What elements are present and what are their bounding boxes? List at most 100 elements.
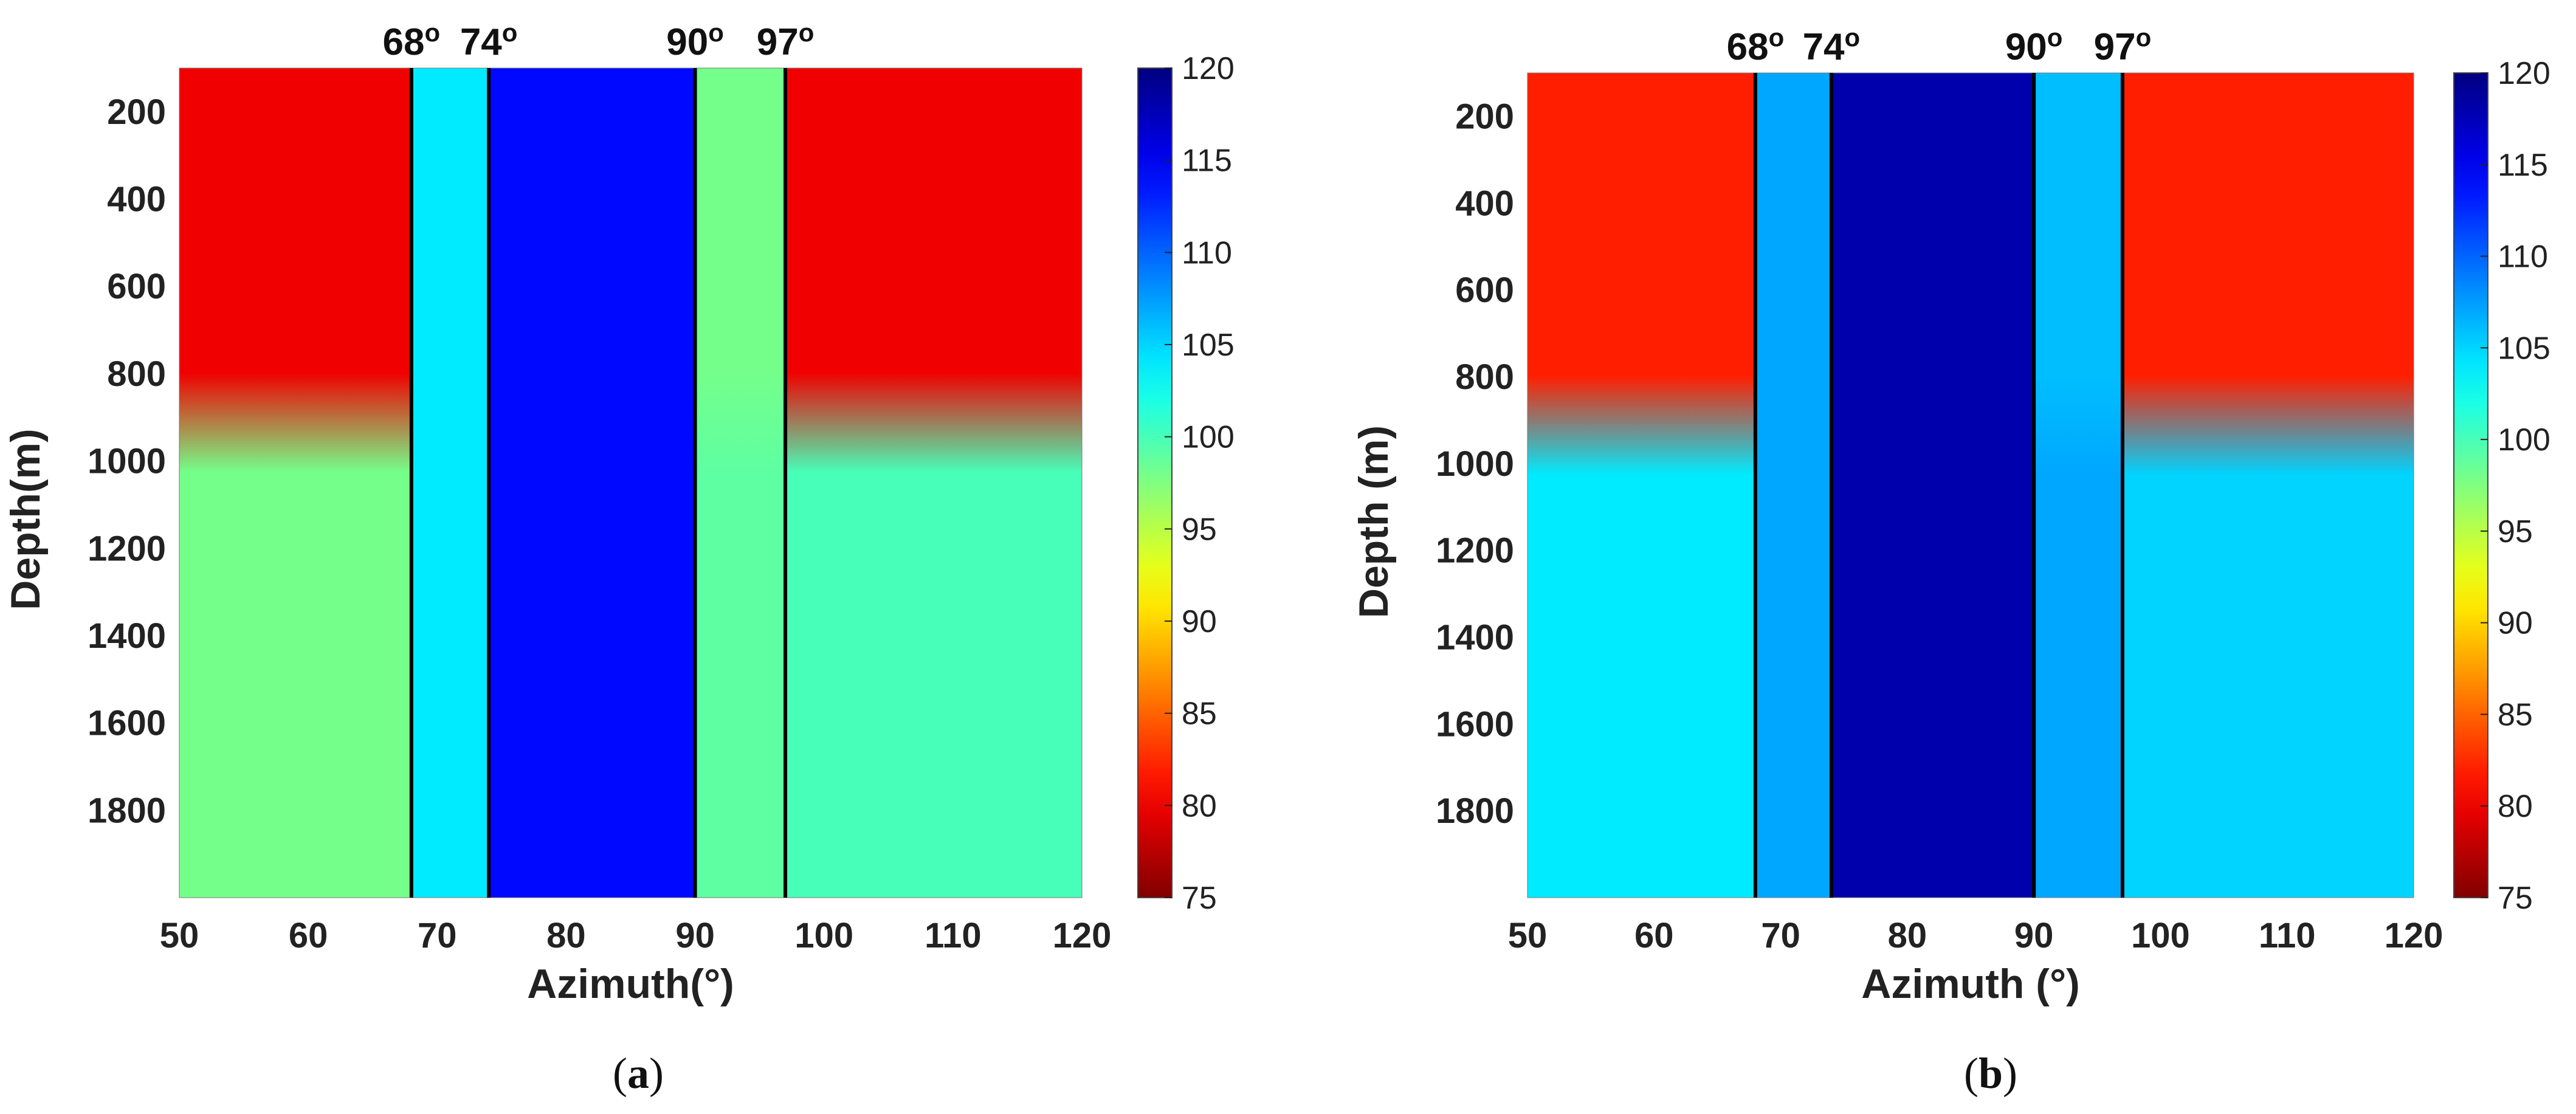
caption-open: ( [613, 1049, 627, 1098]
x-axis-label: Azimuth (°) [1861, 961, 2080, 1007]
boundary-label: 68o [1727, 23, 1785, 68]
x-tick-label: 50 [1508, 916, 1548, 955]
boundary-degree: o [799, 18, 814, 47]
x-tick-label: 120 [1053, 916, 1112, 955]
heatmap-region [785, 68, 1082, 898]
boundary-label: 74o [460, 18, 518, 63]
colorbar-tick-label: 120 [2498, 56, 2550, 91]
boundary-degree: o [2047, 23, 2063, 52]
y-tick-label: 1400 [1436, 617, 1514, 657]
colorbar-tick-label: 85 [1182, 696, 1217, 732]
boundary-label: 97o [757, 18, 814, 63]
colorbar-tick-label: 75 [2498, 881, 2533, 916]
y-tick-label: 800 [107, 354, 166, 394]
y-tick-label: 1600 [1436, 704, 1514, 744]
boundary-degree: o [1845, 23, 1861, 52]
y-tick-label: 1800 [88, 791, 166, 830]
x-tick-label: 100 [2131, 916, 2190, 955]
panel-caption: (a) [613, 1049, 664, 1098]
boundary-label: 68o [383, 18, 441, 63]
boundary-degree: o [425, 18, 441, 47]
heatmap-region [411, 68, 489, 898]
boundary-degree: o [1769, 23, 1785, 52]
heatmap-region [1527, 73, 1755, 898]
y-tick-label: 200 [1455, 97, 1514, 136]
boundary-degree: o [2136, 23, 2152, 52]
boundary-value: 90 [2005, 26, 2047, 68]
y-tick-label: 200 [107, 92, 166, 132]
caption-close: ) [2003, 1049, 2017, 1098]
boundary-degree: o [502, 18, 518, 47]
colorbar [1137, 67, 1173, 898]
y-tick-label: 600 [1455, 270, 1514, 310]
caption-letter: a [627, 1049, 649, 1098]
panel-caption: (b) [1964, 1049, 2017, 1098]
colorbar-tick-label: 115 [1182, 143, 1232, 179]
colorbar-tick-label: 90 [1182, 604, 1217, 639]
boundary-label: 74o [1803, 23, 1861, 68]
boundary-value: 68 [383, 21, 425, 63]
plot-frame [1527, 72, 2414, 898]
colorbar-tick-label: 100 [1182, 420, 1235, 455]
x-tick-label: 80 [546, 916, 586, 955]
x-tick-label: 70 [418, 916, 457, 955]
colorbar-tick-label: 100 [2498, 422, 2550, 458]
y-tick-label: 1400 [88, 616, 166, 656]
y-tick-label: 1800 [1436, 791, 1514, 831]
x-tick-label: 50 [160, 916, 199, 955]
y-tick-label: 1000 [1436, 444, 1514, 484]
x-tick-label: 80 [1888, 916, 1927, 955]
heatmap-region [1831, 73, 2034, 898]
colorbar-tick-label: 105 [1182, 328, 1235, 363]
boundary-label: 90o [2005, 23, 2063, 68]
heatmap-region [489, 68, 695, 898]
y-tick-label: 600 [107, 267, 166, 306]
caption-close: ) [649, 1049, 664, 1098]
x-tick-label: 120 [2385, 916, 2443, 955]
boundary-value: 68 [1727, 26, 1769, 68]
colorbar-tick-label: 75 [1182, 881, 1217, 916]
heatmap-region [179, 68, 412, 898]
colorbar [2453, 72, 2488, 898]
plot-frame [179, 67, 1083, 898]
colorbar-tick-label: 115 [2498, 148, 2548, 183]
x-tick-label: 60 [289, 916, 328, 955]
x-tick-label: 90 [2014, 916, 2054, 955]
heatmap-region [2034, 73, 2123, 898]
x-tick-label: 110 [925, 916, 982, 955]
heatmap-region [695, 68, 786, 898]
boundary-value: 74 [460, 21, 502, 63]
x-tick-label: 110 [2259, 916, 2316, 955]
y-tick-label: 1000 [88, 442, 166, 481]
boundary-value: 74 [1803, 26, 1845, 68]
colorbar-tick-label: 120 [1182, 51, 1235, 86]
x-tick-label: 100 [794, 916, 853, 955]
boundary-label: 90o [666, 18, 724, 63]
y-axis-label: Depth (m) [1351, 425, 1397, 618]
x-axis-label: Azimuth(°) [527, 961, 734, 1007]
y-tick-label: 1200 [1436, 531, 1514, 571]
colorbar-tick-label: 85 [2498, 697, 2533, 732]
colorbar-tick-label: 80 [1182, 788, 1217, 823]
colorbar-tick-label: 95 [2498, 514, 2533, 549]
y-tick-label: 400 [1455, 184, 1514, 223]
colorbar-tick-label: 95 [1182, 512, 1217, 547]
boundary-degree: o [708, 18, 724, 47]
boundary-value: 90 [666, 21, 708, 63]
colorbar-tick-label: 80 [2498, 789, 2533, 824]
y-tick-label: 1600 [88, 704, 166, 743]
heatmap-region [2122, 73, 2414, 898]
boundary-value: 97 [2094, 26, 2136, 68]
y-tick-label: 800 [1455, 357, 1514, 397]
x-tick-label: 60 [1634, 916, 1674, 955]
boundary-label: 97o [2094, 23, 2152, 68]
y-axis-label: Depth(m) [2, 428, 49, 610]
y-tick-label: 400 [107, 180, 166, 219]
colorbar-tick-label: 110 [1182, 235, 1232, 270]
x-tick-label: 70 [1761, 916, 1800, 955]
y-tick-label: 1200 [88, 529, 166, 568]
x-tick-label: 90 [675, 916, 715, 955]
